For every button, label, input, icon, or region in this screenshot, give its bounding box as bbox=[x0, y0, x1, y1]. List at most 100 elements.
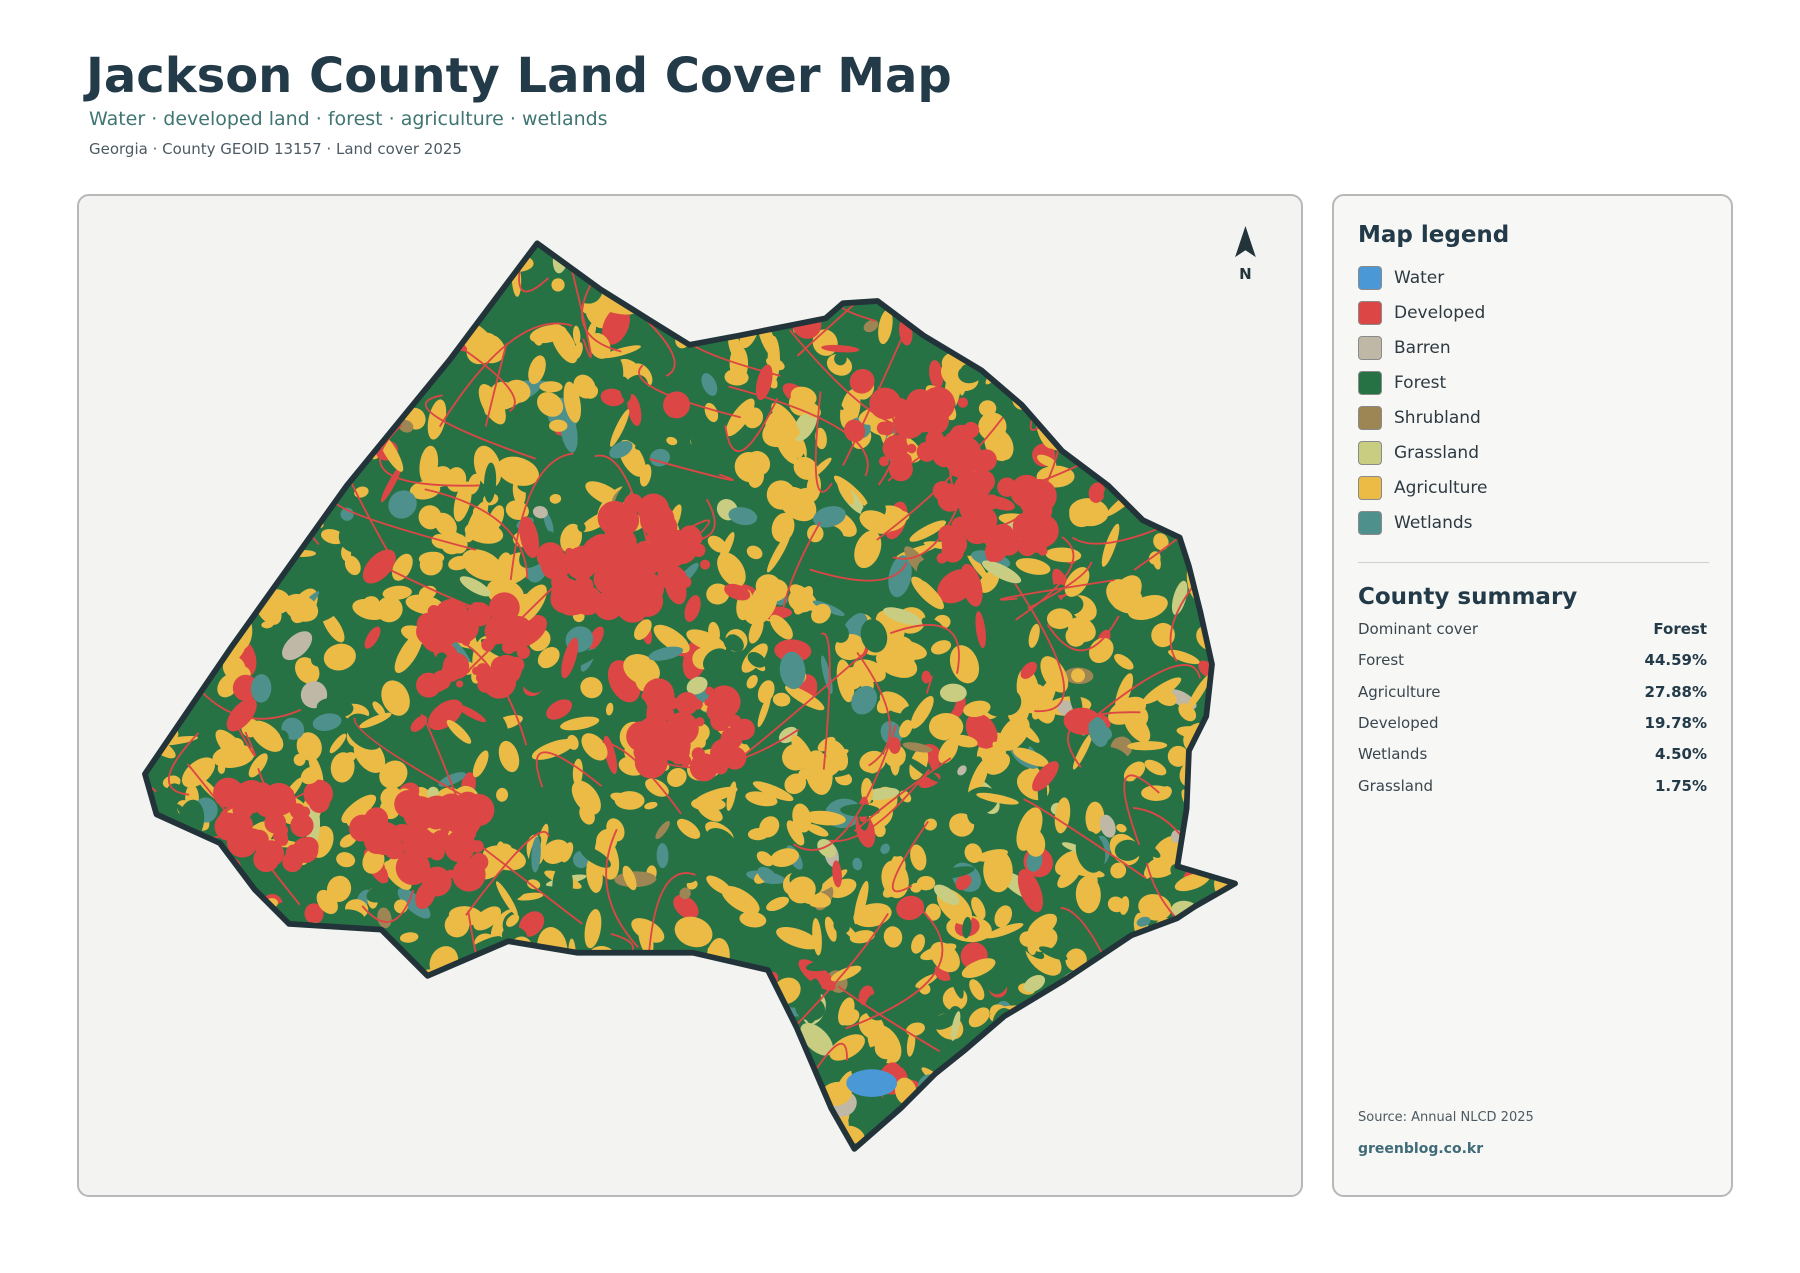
land-patch bbox=[299, 955, 322, 988]
land-patch bbox=[1109, 1061, 1129, 1090]
land-patch bbox=[185, 1021, 204, 1035]
land-patch bbox=[445, 427, 487, 447]
land-patch bbox=[813, 506, 846, 528]
legend-label: Wetlands bbox=[1394, 513, 1473, 533]
land-patch bbox=[1201, 937, 1231, 962]
land-patch bbox=[746, 545, 763, 560]
developed-patch bbox=[399, 830, 414, 844]
summary-label: Forest bbox=[1358, 651, 1405, 670]
land-patch bbox=[201, 992, 228, 1024]
land-patch bbox=[181, 374, 199, 404]
land-patch bbox=[236, 316, 263, 338]
land-patch bbox=[173, 1055, 192, 1071]
land-patch bbox=[654, 243, 685, 269]
land-patch bbox=[215, 729, 249, 765]
land-patch bbox=[1102, 243, 1133, 273]
land-patch bbox=[1006, 1033, 1038, 1053]
land-patch bbox=[1194, 1131, 1228, 1149]
developed-patch bbox=[443, 808, 468, 833]
land-patch bbox=[933, 884, 960, 906]
land-patch bbox=[449, 1019, 481, 1043]
land-patch bbox=[1045, 361, 1066, 378]
land-patch bbox=[644, 801, 658, 810]
land-patch bbox=[902, 742, 933, 753]
land-patch bbox=[1210, 368, 1236, 393]
land-patch bbox=[1020, 661, 1038, 679]
land-patch bbox=[501, 1034, 537, 1059]
summary-value: 4.50% bbox=[1654, 745, 1707, 764]
land-patch bbox=[950, 1011, 961, 1041]
summary-row: Developed 19.78% bbox=[1358, 714, 1707, 732]
land-patch bbox=[482, 260, 496, 273]
land-patch bbox=[438, 772, 466, 787]
land-patch bbox=[730, 1032, 760, 1065]
land-patch bbox=[317, 294, 339, 314]
land-patch bbox=[426, 1045, 456, 1065]
land-patch bbox=[609, 1056, 653, 1080]
land-patch bbox=[1174, 352, 1187, 365]
land-patch bbox=[612, 1090, 631, 1119]
land-patch bbox=[712, 1015, 729, 1033]
land-patch bbox=[398, 251, 416, 271]
land-patch bbox=[1153, 957, 1168, 974]
land-patch bbox=[355, 252, 371, 272]
land-patch bbox=[916, 559, 941, 583]
land-patch bbox=[302, 283, 342, 310]
land-patch bbox=[382, 585, 412, 600]
land-patch bbox=[1115, 224, 1157, 243]
land-patch bbox=[1128, 996, 1143, 1017]
land-patch bbox=[620, 1086, 643, 1114]
land-patch bbox=[1023, 974, 1046, 993]
land-patch bbox=[899, 719, 913, 738]
land-patch bbox=[147, 1110, 173, 1127]
land-patch bbox=[834, 352, 847, 366]
land-patch bbox=[1075, 254, 1095, 273]
land-patch bbox=[727, 910, 744, 940]
land-patch bbox=[762, 1036, 777, 1049]
developed-patch bbox=[878, 456, 890, 467]
land-patch bbox=[609, 243, 635, 245]
land-patch bbox=[569, 1028, 588, 1037]
land-patch bbox=[756, 851, 774, 867]
land-patch bbox=[251, 297, 293, 325]
land-patch bbox=[1156, 365, 1183, 399]
developed-patch bbox=[733, 718, 755, 741]
land-patch bbox=[1096, 343, 1119, 365]
land-patch bbox=[668, 250, 693, 275]
land-patch bbox=[1094, 746, 1130, 770]
land-patch bbox=[609, 409, 630, 447]
land-patch bbox=[307, 930, 316, 947]
land-patch bbox=[228, 1065, 248, 1096]
land-patch bbox=[596, 958, 611, 971]
land-patch bbox=[655, 820, 670, 840]
land-patch bbox=[971, 896, 986, 920]
land-patch bbox=[809, 380, 844, 410]
land-patch bbox=[399, 932, 419, 943]
land-patch bbox=[785, 685, 825, 711]
land-patch bbox=[498, 740, 520, 773]
land-patch bbox=[755, 1104, 791, 1136]
road bbox=[792, 724, 897, 851]
land-patch bbox=[304, 903, 324, 925]
land-patch bbox=[1234, 1103, 1236, 1124]
developed-patch bbox=[264, 811, 287, 834]
land-patch bbox=[1213, 997, 1226, 1019]
road bbox=[379, 424, 480, 487]
land-patch bbox=[187, 868, 225, 890]
land-patch bbox=[1096, 310, 1112, 326]
land-patch bbox=[465, 243, 489, 266]
land-patch bbox=[334, 1046, 350, 1089]
land-patch bbox=[297, 932, 336, 944]
land-patch bbox=[548, 1040, 583, 1053]
land-patch bbox=[158, 1117, 171, 1130]
land-patch bbox=[1038, 335, 1072, 368]
land-patch bbox=[1127, 741, 1168, 751]
land-patch bbox=[910, 844, 927, 871]
land-patch bbox=[1096, 365, 1114, 381]
land-patch bbox=[1112, 243, 1125, 257]
road bbox=[193, 682, 302, 720]
land-patch bbox=[972, 343, 1007, 353]
developed-patch bbox=[536, 542, 565, 570]
land-patch bbox=[1110, 1028, 1137, 1044]
